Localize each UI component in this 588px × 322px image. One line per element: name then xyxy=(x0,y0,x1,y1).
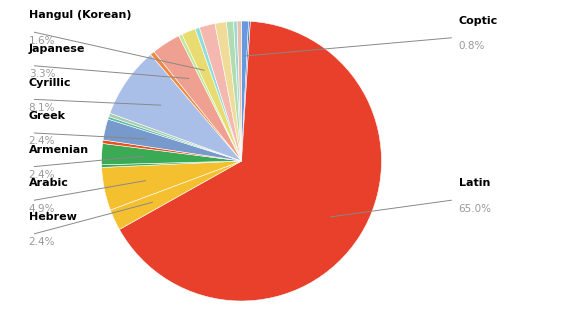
Wedge shape xyxy=(237,21,242,161)
Wedge shape xyxy=(233,21,242,161)
Text: Hangul (Korean): Hangul (Korean) xyxy=(29,10,131,20)
Text: 65.0%: 65.0% xyxy=(459,204,492,214)
Text: Hebrew: Hebrew xyxy=(29,212,76,222)
Text: 0.8%: 0.8% xyxy=(459,41,485,51)
Text: Cyrillic: Cyrillic xyxy=(29,78,71,88)
Wedge shape xyxy=(119,21,382,301)
Wedge shape xyxy=(102,161,242,167)
Text: 8.1%: 8.1% xyxy=(29,103,55,113)
Text: 3.3%: 3.3% xyxy=(29,69,55,79)
Text: 4.9%: 4.9% xyxy=(29,204,55,214)
Wedge shape xyxy=(109,113,242,161)
Text: 2.4%: 2.4% xyxy=(29,137,55,147)
Text: Armenian: Armenian xyxy=(29,145,89,155)
Wedge shape xyxy=(195,27,242,161)
Text: 1.6%: 1.6% xyxy=(29,36,55,46)
Text: 2.4%: 2.4% xyxy=(29,170,55,180)
Wedge shape xyxy=(102,140,242,161)
Text: Japanese: Japanese xyxy=(29,44,85,54)
Wedge shape xyxy=(102,161,242,210)
Wedge shape xyxy=(151,52,242,161)
Wedge shape xyxy=(103,119,242,161)
Text: Latin: Latin xyxy=(459,178,490,188)
Text: Coptic: Coptic xyxy=(459,16,498,26)
Wedge shape xyxy=(215,22,242,161)
Wedge shape xyxy=(108,117,242,161)
Wedge shape xyxy=(182,29,242,161)
Wedge shape xyxy=(179,34,242,161)
Wedge shape xyxy=(199,24,242,161)
Wedge shape xyxy=(102,143,242,165)
Wedge shape xyxy=(154,36,242,161)
Wedge shape xyxy=(111,161,242,230)
Text: Greek: Greek xyxy=(29,111,66,121)
Wedge shape xyxy=(110,54,242,161)
Wedge shape xyxy=(226,21,242,161)
Text: Arabic: Arabic xyxy=(29,178,69,188)
Wedge shape xyxy=(242,21,250,161)
Text: 2.4%: 2.4% xyxy=(29,237,55,247)
Wedge shape xyxy=(242,21,249,161)
